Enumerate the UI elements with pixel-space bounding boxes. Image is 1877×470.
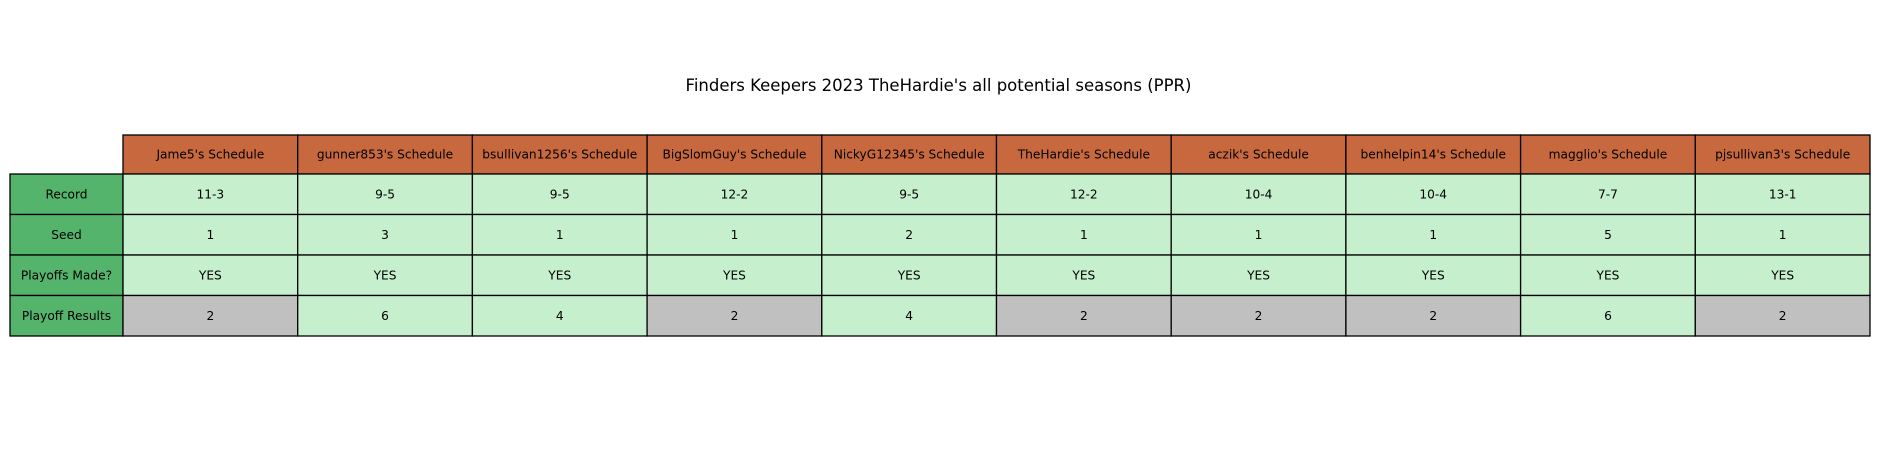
column-header-label: gunner853's Schedule — [317, 148, 453, 162]
table-cell — [995, 294, 1172, 337]
row-label: Playoffs Made? — [21, 268, 112, 282]
table-cell-value: 2 — [905, 228, 913, 242]
table-cell-value: YES — [547, 268, 571, 282]
chart-title: Finders Keepers 2023 TheHardie's all pot… — [685, 76, 1192, 95]
table-cell-value: 12-2 — [1070, 187, 1098, 201]
table-cell — [1519, 294, 1696, 337]
row-label: Record — [45, 187, 87, 201]
table-cell — [646, 173, 823, 216]
table-cell-value: 7-7 — [1598, 187, 1618, 201]
table-cell — [1694, 294, 1871, 337]
table-cell — [1519, 254, 1696, 297]
table-cell — [1345, 294, 1522, 337]
column-header-cell — [1170, 134, 1347, 175]
table-cell — [297, 173, 474, 216]
table-cell-value: 13-1 — [1769, 187, 1797, 201]
column-header-cell — [1519, 134, 1696, 175]
table-grid: Jame5's Schedule gunner853's Schedule bsul… — [9, 134, 1871, 337]
table-cell-value: 2 — [1779, 309, 1787, 323]
table-cell-value: 1 — [206, 228, 214, 242]
row-label: Seed — [51, 228, 81, 242]
row-label-cell — [9, 294, 124, 337]
table-cell — [1170, 213, 1347, 256]
table-cell — [1694, 254, 1871, 297]
table-cell-value: 5 — [1604, 228, 1612, 242]
table-cell-value: YES — [1071, 268, 1095, 282]
table-cell — [122, 254, 299, 297]
table-cell — [471, 213, 648, 256]
table-cell-value: 6 — [381, 309, 389, 323]
column-header-label: TheHardie's Schedule — [1017, 148, 1150, 162]
table-cell-value: 2 — [1429, 309, 1437, 323]
table-cell-value: 1 — [556, 228, 564, 242]
table-cell-value: YES — [1421, 268, 1445, 282]
table-cell-value: 11-3 — [197, 187, 225, 201]
column-header-label: bsullivan1256's Schedule — [482, 148, 637, 162]
table-cell — [1170, 294, 1347, 337]
table-cell-value: 1 — [731, 228, 739, 242]
table-cell — [1694, 173, 1871, 216]
table-cell-value: 9-5 — [550, 187, 570, 201]
table-cell-value: 9-5 — [899, 187, 919, 201]
table-cell-value: 10-4 — [1245, 187, 1273, 201]
table-cell — [821, 213, 998, 256]
table-cell — [471, 173, 648, 216]
table-cell-value: 2 — [206, 309, 214, 323]
table-cell — [1170, 173, 1347, 216]
table-cell-value: 2 — [1080, 309, 1088, 323]
table-cell-value: 1 — [1429, 228, 1437, 242]
table-cell-value: 3 — [381, 228, 389, 242]
table-cell-value: 12-2 — [721, 187, 749, 201]
table-cell-value: YES — [1246, 268, 1270, 282]
column-header-label: magglio's Schedule — [1549, 148, 1668, 162]
table-cell-value: YES — [373, 268, 397, 282]
table-cell-value: 6 — [1604, 309, 1612, 323]
column-header-cell — [995, 134, 1172, 175]
table-cell-value: 1 — [1779, 228, 1787, 242]
column-header-label: Jame5's Schedule — [155, 148, 264, 162]
table-cell-value: YES — [722, 268, 746, 282]
table-cell — [646, 254, 823, 297]
table-cell-value: 10-4 — [1419, 187, 1447, 201]
row-label: Playoff Results — [22, 309, 111, 323]
table-cell-value: 2 — [731, 309, 739, 323]
table-cell — [821, 254, 998, 297]
table-cell — [995, 254, 1172, 297]
column-header-cell — [1345, 134, 1522, 175]
table-cell-value: 4 — [556, 309, 564, 323]
table-cell — [297, 213, 474, 256]
table-cell — [1694, 213, 1871, 256]
row-label-cell — [9, 213, 124, 256]
table-cell-value: 2 — [1255, 309, 1263, 323]
table-cell — [995, 213, 1172, 256]
row-label-cell — [9, 254, 124, 297]
column-header-label: aczik's Schedule — [1208, 148, 1309, 162]
table-cell-value: YES — [198, 268, 222, 282]
table-cell — [122, 173, 299, 216]
table-cell — [297, 294, 474, 337]
column-header-label: benhelpin14's Schedule — [1360, 148, 1506, 162]
column-header-label: NickyG12345's Schedule — [834, 148, 985, 162]
table-cell-value: 9-5 — [375, 187, 395, 201]
table-cell-value: 4 — [905, 309, 913, 323]
table-cell-value: YES — [1770, 268, 1794, 282]
table-cell — [1345, 173, 1522, 216]
row-label-cell — [9, 173, 124, 216]
table-cell-value: 1 — [1080, 228, 1088, 242]
table-cell — [646, 294, 823, 337]
table-cell-value: YES — [1596, 268, 1620, 282]
table-cell — [1519, 213, 1696, 256]
column-header-label: pjsullivan3's Schedule — [1715, 148, 1850, 162]
table-cell — [471, 254, 648, 297]
table-cell-value: YES — [897, 268, 921, 282]
table-cell — [1345, 254, 1522, 297]
table-cell — [471, 294, 648, 337]
column-header-cell — [821, 134, 998, 175]
table-cell-value: 1 — [1255, 228, 1263, 242]
column-header-label: BigSlomGuy's Schedule — [662, 148, 806, 162]
